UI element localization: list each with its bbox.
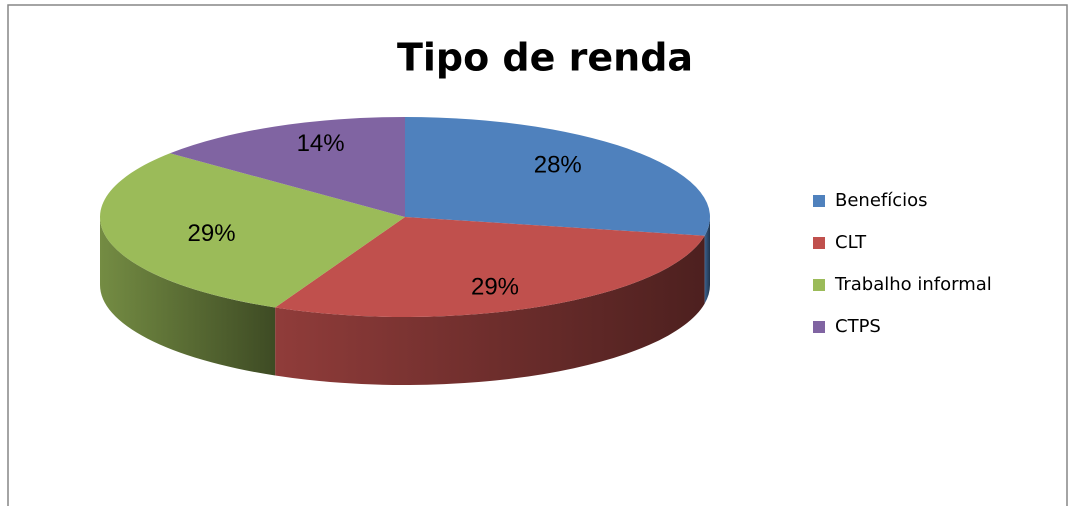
chart-title: Tipo de renda — [397, 36, 693, 80]
chart-border — [7, 4, 1068, 506]
legend-label: Trabalho informal — [834, 274, 992, 295]
legend-swatch — [813, 195, 825, 207]
slice-side — [275, 235, 705, 385]
slice — [169, 117, 405, 217]
legend-label: CLT — [835, 232, 867, 253]
data-label: 29% — [471, 274, 519, 301]
data-label: 28% — [534, 151, 582, 178]
legend-swatch — [813, 321, 825, 333]
slice-side — [704, 217, 710, 304]
slice-side — [100, 217, 276, 376]
legend-label: CTPS — [835, 316, 881, 337]
data-label: 29% — [188, 220, 236, 247]
legend-swatch — [813, 237, 825, 249]
slice — [275, 217, 705, 317]
slice — [100, 153, 406, 308]
legend-swatch — [813, 279, 825, 291]
data-label: 14% — [297, 130, 345, 157]
legend-label: Benefícios — [835, 190, 928, 211]
slice — [405, 117, 710, 236]
